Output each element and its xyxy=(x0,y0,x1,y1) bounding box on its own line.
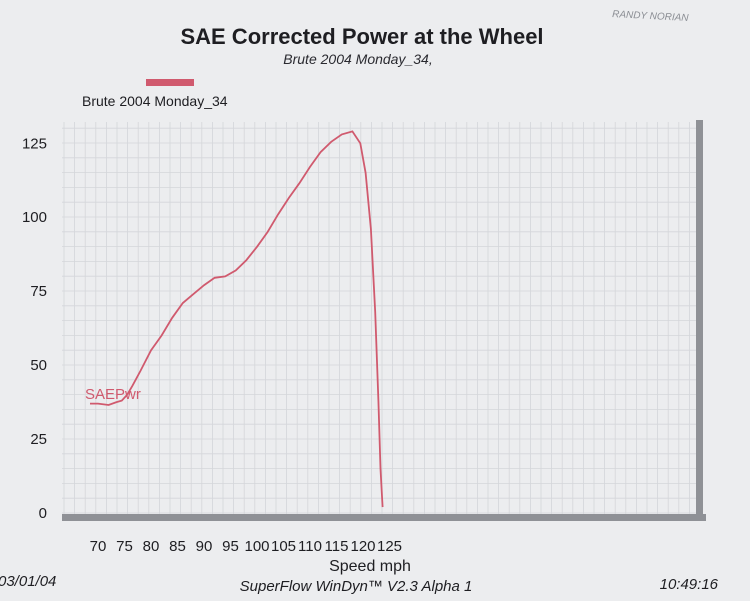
footer-date: 03/01/04 xyxy=(0,573,56,590)
x-tick-label: 85 xyxy=(169,538,186,555)
x-tick-label: 105 xyxy=(271,538,296,555)
y-tick-label: 125 xyxy=(22,135,47,152)
legend-label: Brute 2004 Monday_34 xyxy=(82,93,228,109)
x-axis-label: Speed mph xyxy=(329,558,411,575)
right-frame-bar xyxy=(696,120,703,521)
legend-swatch xyxy=(146,79,194,86)
x-tick-label: 120 xyxy=(350,538,375,555)
x-tick-label: 100 xyxy=(244,538,269,555)
x-tick-label: 90 xyxy=(196,538,213,555)
y-tick-label: 75 xyxy=(30,283,47,300)
handwritten-note: RANDY NORIAN xyxy=(612,9,690,24)
x-tick-label: 110 xyxy=(298,538,322,555)
grid xyxy=(62,122,696,514)
x-tick-label: 95 xyxy=(222,538,239,555)
x-axis-bar xyxy=(62,514,706,521)
y-tick-label: 50 xyxy=(30,357,47,374)
x-tick-label: 80 xyxy=(143,538,160,555)
y-tick-label: 100 xyxy=(22,209,47,226)
chart-title: SAE Corrected Power at the Wheel xyxy=(180,24,543,49)
series-label-saepwr: SAEPwr xyxy=(85,386,141,403)
x-tick-label: 70 xyxy=(90,538,107,555)
footer-time: 10:49:16 xyxy=(660,576,719,593)
y-tick-labels: 0 25 50 75 100 125 xyxy=(22,135,47,522)
x-tick-labels: 70 75 80 85 90 95 100 105 110 115 120 125 xyxy=(90,538,402,555)
x-tick-label: 75 xyxy=(116,538,133,555)
chart-subtitle: Brute 2004 Monday_34, xyxy=(283,51,432,67)
y-tick-label: 25 xyxy=(30,431,47,448)
y-tick-label: 0 xyxy=(39,505,47,522)
footer-software: SuperFlow WinDyn™ V2.3 Alpha 1 xyxy=(240,578,473,595)
x-tick-label: 115 xyxy=(325,538,349,555)
series-line-saepwr xyxy=(90,130,384,508)
x-tick-label: 125 xyxy=(377,538,402,555)
